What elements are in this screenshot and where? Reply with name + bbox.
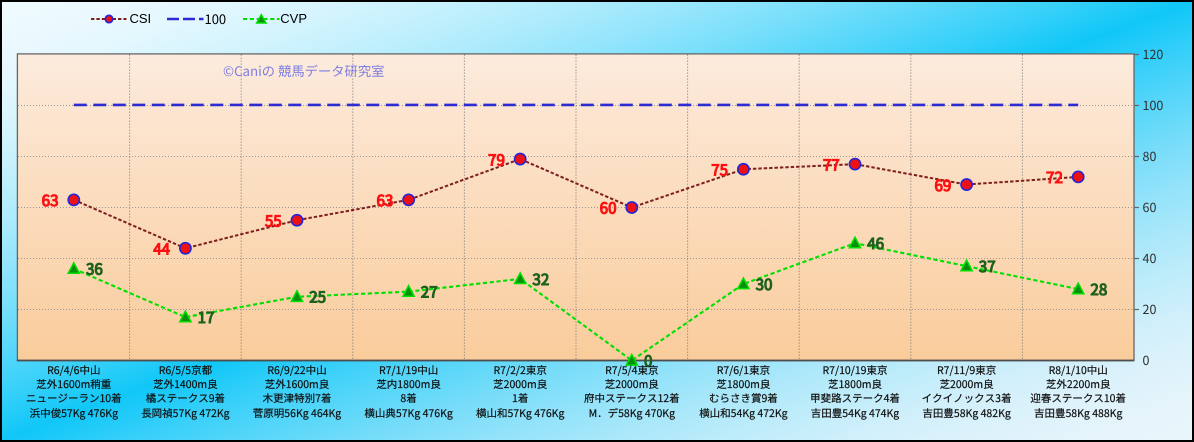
svg-text:37: 37 bbox=[979, 255, 996, 277]
svg-text:75: 75 bbox=[711, 158, 728, 180]
svg-text:28: 28 bbox=[1090, 278, 1107, 300]
svg-text:55: 55 bbox=[265, 209, 282, 231]
svg-text:25: 25 bbox=[309, 286, 326, 308]
svg-text:17: 17 bbox=[198, 306, 215, 328]
svg-text:27: 27 bbox=[421, 281, 438, 303]
svg-text:63: 63 bbox=[376, 189, 393, 211]
svg-text:60: 60 bbox=[600, 197, 617, 219]
svg-text:32: 32 bbox=[532, 268, 549, 290]
svg-text:63: 63 bbox=[42, 189, 59, 211]
svg-text:100: 100 bbox=[1143, 95, 1164, 114]
svg-text:120: 120 bbox=[1143, 44, 1164, 63]
svg-text:0: 0 bbox=[1143, 350, 1150, 369]
svg-text:40: 40 bbox=[1143, 248, 1157, 267]
svg-text:20: 20 bbox=[1143, 299, 1157, 318]
svg-text:46: 46 bbox=[866, 232, 884, 254]
svg-text:80: 80 bbox=[1143, 146, 1157, 165]
svg-text:44: 44 bbox=[152, 238, 170, 260]
svg-text:36: 36 bbox=[86, 258, 103, 280]
svg-text:30: 30 bbox=[756, 273, 773, 295]
svg-text:69: 69 bbox=[934, 174, 951, 196]
svg-text:79: 79 bbox=[488, 148, 505, 170]
svg-text:0: 0 bbox=[644, 349, 652, 371]
svg-text:77: 77 bbox=[823, 153, 840, 175]
svg-text:60: 60 bbox=[1143, 197, 1157, 216]
svg-text:72: 72 bbox=[1046, 166, 1063, 188]
